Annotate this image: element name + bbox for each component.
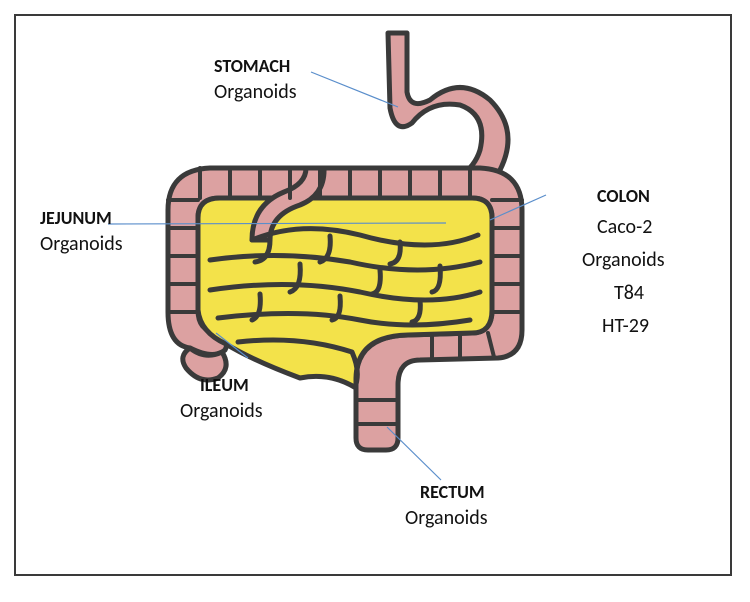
ileum-line-0: Organoids — [180, 399, 263, 423]
jejunum-title: JEJUNUM — [40, 207, 112, 229]
leader-stomach — [311, 72, 398, 107]
jejunum-line-0: Organoids — [40, 232, 123, 256]
colon-title: COLON — [597, 185, 650, 207]
leader-rectum — [387, 427, 441, 480]
stomach-title: STOMACH — [214, 55, 290, 77]
rectum-line-0: Organoids — [405, 506, 488, 530]
stomach-line-0: Organoids — [214, 80, 297, 104]
colon-line-2: T84 — [614, 281, 644, 305]
colon-line-3: HT-29 — [602, 314, 649, 338]
ileum-title: ILEUM — [200, 374, 249, 396]
colon-line-1: Organoids — [582, 248, 665, 272]
rectum-title: RECTUM — [420, 481, 485, 503]
colon-line-0: Caco-2 — [597, 215, 652, 239]
